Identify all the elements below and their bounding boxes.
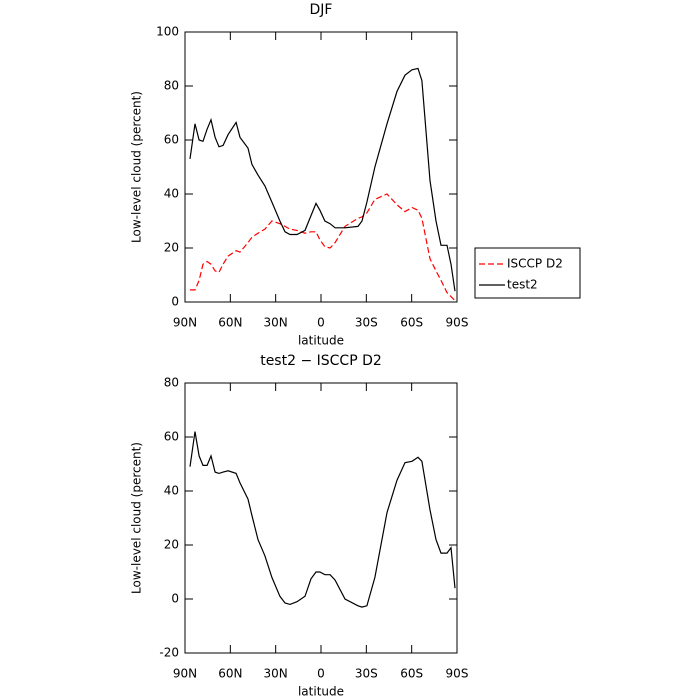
y-axis-label: Low-level cloud (percent): [130, 91, 144, 243]
plot-frame: [184, 31, 458, 303]
chart-title: test2 − ISCCP D2: [260, 353, 382, 369]
y-tick-label: 100: [156, 25, 179, 39]
x-tick-label: 60N: [218, 667, 242, 681]
y-tick-label: 40: [164, 484, 179, 498]
x-tick-label: 60S: [400, 667, 423, 681]
y-tick-label: 0: [171, 592, 179, 606]
data-line: [190, 193, 456, 302]
legend-label: test2: [507, 278, 538, 292]
x-tick-label: 30N: [264, 316, 288, 330]
x-tick-label: 90S: [446, 316, 469, 330]
x-tick-label: 0: [317, 316, 325, 330]
data-line: [189, 431, 456, 608]
legend: ISCCP D2 test2: [474, 247, 581, 299]
y-tick-label: 20: [164, 241, 179, 255]
y-tick-label: 80: [164, 376, 179, 390]
x-tick-label: 90N: [173, 667, 197, 681]
data-line: [189, 67, 456, 292]
chart-title: DJF: [310, 2, 333, 18]
x-tick-label: 60S: [400, 316, 423, 330]
x-axis-label: latitude: [298, 334, 344, 348]
legend-label: ISCCP D2: [507, 257, 563, 271]
x-tick-label: 30S: [355, 667, 378, 681]
x-tick-label: 0: [317, 667, 325, 681]
y-tick-label: -20: [159, 646, 179, 660]
x-tick-label: 30N: [264, 667, 288, 681]
x-tick-label: 30S: [355, 316, 378, 330]
y-tick-label: 20: [164, 538, 179, 552]
x-tick-label: 90N: [173, 316, 197, 330]
y-axis-label: Low-level cloud (percent): [130, 442, 144, 594]
x-axis-label: latitude: [298, 685, 344, 699]
y-tick-label: 60: [164, 133, 179, 147]
y-tick-label: 80: [164, 79, 179, 93]
y-tick-label: 40: [164, 187, 179, 201]
plot-frame: [184, 382, 458, 654]
y-tick-label: 60: [164, 430, 179, 444]
y-tick-label: 0: [171, 295, 179, 309]
legend-box: [474, 247, 581, 299]
x-tick-label: 90S: [446, 667, 469, 681]
x-tick-label: 60N: [218, 316, 242, 330]
